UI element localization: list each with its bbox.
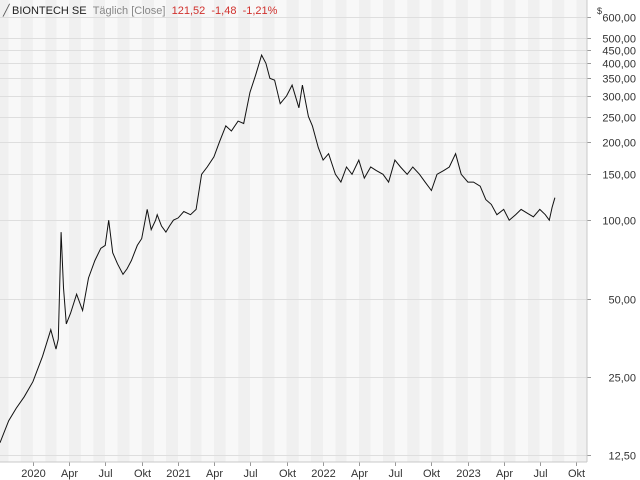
y-tick-label: 600,00: [602, 13, 636, 25]
month-band: [32, 0, 46, 462]
month-band: [394, 0, 408, 462]
month-band: [564, 0, 577, 462]
y-tick-label: 50,00: [608, 295, 636, 307]
month-band: [503, 0, 516, 462]
y-tick-label: 25,00: [608, 373, 636, 385]
month-band: [0, 0, 9, 462]
y-tick-label: 350,00: [602, 74, 636, 86]
month-band: [93, 0, 106, 462]
month-band: [20, 0, 33, 462]
month-band: [298, 0, 311, 462]
month-band: [225, 0, 239, 462]
x-tick-label: Apr: [61, 468, 78, 480]
month-band: [539, 0, 553, 462]
horizontal-gridlines: [0, 17, 591, 456]
month-band: [407, 0, 420, 462]
month-band: [310, 0, 324, 462]
month-band: [335, 0, 347, 462]
x-tick-label: Okt: [423, 468, 440, 480]
month-band: [358, 0, 371, 462]
price-line: [0, 53, 556, 443]
month-band: [443, 0, 456, 462]
x-tick-label: Jul: [533, 468, 547, 480]
month-band: [153, 0, 166, 462]
month-band: [178, 0, 191, 462]
x-tick-label: Okt: [134, 468, 151, 480]
y-tick-label: 100,00: [602, 216, 636, 228]
month-band: [45, 0, 57, 462]
month-bands: [0, 0, 587, 462]
period-label: Täglich: [92, 5, 129, 17]
price-mode: [Close]: [131, 5, 166, 17]
month-band: [527, 0, 540, 462]
x-tick-label: Okt: [279, 468, 296, 480]
month-band: [455, 0, 468, 462]
month-band: [431, 0, 444, 462]
x-tick-label: Jul: [388, 468, 402, 480]
x-tick-label: 2021: [166, 468, 190, 480]
y-tick-label: 150,00: [602, 170, 636, 182]
last-price: 121,52: [171, 5, 206, 17]
y-tick-label: 200,00: [602, 138, 636, 150]
month-band: [190, 0, 202, 462]
y-tick-label: 250,00: [602, 113, 636, 125]
y-tick-label: 300,00: [602, 92, 636, 104]
month-band: [274, 0, 287, 462]
month-band: [141, 0, 154, 462]
month-band: [129, 0, 142, 462]
month-band: [213, 0, 226, 462]
month-band: [480, 0, 492, 462]
month-band: [117, 0, 130, 462]
month-band: [165, 0, 179, 462]
month-band: [323, 0, 336, 462]
month-band: [576, 0, 587, 462]
month-band: [419, 0, 432, 462]
chart-legend: ╱ BIONTECH SE Täglich [Close] 121,52 -1,4…: [3, 4, 277, 17]
month-band: [346, 0, 359, 462]
month-band: [80, 0, 94, 462]
x-tick-label: Jul: [243, 468, 257, 480]
x-tick-label: 2022: [311, 468, 335, 480]
month-band: [201, 0, 214, 462]
month-band: [262, 0, 275, 462]
y-tick-label: 400,00: [602, 59, 636, 71]
month-band: [286, 0, 299, 462]
y-tick-label: 450,00: [602, 46, 636, 58]
month-band: [370, 0, 383, 462]
month-band: [250, 0, 263, 462]
month-band: [8, 0, 21, 462]
x-tick-label: Apr: [351, 468, 368, 480]
line-chart-icon: ╱: [3, 5, 10, 17]
change-absolute: -1,48: [211, 5, 237, 17]
month-band: [56, 0, 70, 462]
x-tick-label: 2020: [21, 468, 45, 480]
month-band: [69, 0, 81, 462]
x-axis-ticks: 2020 Apr Jul Okt 2021 Apr Jul Okt 2022 Apr Jul Okt 2…: [21, 462, 585, 480]
security-name: BIONTECH SE: [12, 5, 87, 17]
x-tick-label: Okt: [568, 468, 585, 480]
month-band: [382, 0, 395, 462]
month-band: [515, 0, 528, 462]
x-tick-label: Jul: [98, 468, 112, 480]
x-tick-label: 2023: [456, 468, 480, 480]
y-axis-unit: $: [597, 6, 602, 16]
month-band: [238, 0, 251, 462]
x-tick-label: Apr: [206, 468, 223, 480]
month-band: [105, 0, 118, 462]
change-percent: -1,21%: [242, 5, 278, 17]
month-band: [552, 0, 565, 462]
x-tick-label: Apr: [496, 468, 513, 480]
month-band: [491, 0, 504, 462]
month-band: [467, 0, 481, 462]
y-tick-label: 500,00: [602, 34, 636, 46]
y-tick-label: 12,50: [608, 451, 636, 463]
